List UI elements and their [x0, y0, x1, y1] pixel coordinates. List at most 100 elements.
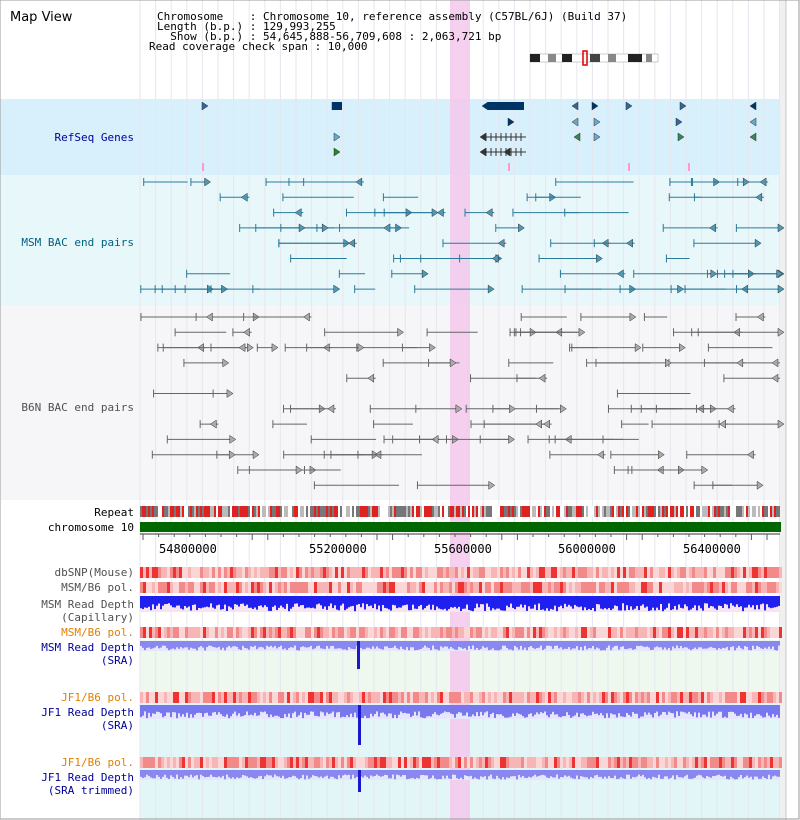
jf1-pol-cell [242, 692, 245, 703]
jf1-pol2-cell [779, 757, 782, 768]
msm-cap-depth-bar [636, 596, 638, 607]
msm-cap-depth-bar [526, 596, 528, 611]
jf1-pol2-cell [392, 757, 395, 768]
b6n-bac-arrow [777, 419, 785, 429]
jf1-trim-depth-bar [438, 770, 440, 779]
jf1-sra-depth-bar [452, 705, 454, 715]
msm-sra-depth-bar [288, 641, 290, 649]
track-label-jf1-depth-sra[interactable]: JF1 Read Depth [41, 706, 134, 719]
msm-pol-cell [494, 582, 497, 593]
msm-cap-depth-bar [488, 596, 490, 607]
jf1-sra-depth-bar [692, 705, 694, 717]
dbsnp-cell [362, 567, 365, 578]
track-label-jf1-b6-pol[interactable]: JF1/B6 pol. [61, 691, 134, 704]
msm-cap-depth-bar [298, 596, 300, 607]
track-label-jf1-depth-trimmed[interactable]: JF1 Read Depth [41, 771, 134, 784]
msm-sra-depth-bar [674, 641, 676, 649]
msm-sra-depth-bar [574, 641, 576, 649]
repeat-segment [282, 506, 284, 517]
msm-sra-depth-bar [670, 641, 672, 651]
track-label-repeat[interactable]: Repeat [94, 506, 134, 519]
repeat-segment [388, 506, 390, 517]
msm-cap-depth-bar [654, 596, 656, 611]
repeat-segment [612, 506, 614, 517]
repeat-segment [146, 506, 148, 517]
repeat-segment [256, 506, 258, 517]
msm-pol-cell [437, 582, 440, 593]
msm-sra-depth-bar [548, 641, 550, 646]
track-label-msm-depth-sra[interactable]: MSM Read Depth [41, 641, 134, 654]
jf1-trim-depth-bar [546, 770, 548, 778]
repeat-segment [474, 506, 476, 517]
msm-pol2-cell [299, 627, 302, 638]
msm-sra-depth-bar [262, 641, 264, 648]
jf1-trim-depth-bar [748, 770, 750, 778]
msm-sra-depth-bar [290, 641, 292, 648]
jf1-pol2-cell [254, 757, 257, 768]
repeat-segment [742, 506, 744, 517]
jf1-pol2-cell [608, 757, 611, 768]
msm-pol2-cell [404, 627, 407, 638]
msm-pol-cell [344, 582, 347, 593]
jf1-sra-depth-bar [198, 705, 200, 713]
msm-cap-depth-bar [240, 596, 242, 604]
jf1-sra-depth-bar [514, 705, 516, 716]
msm-cap-depth-bar [610, 596, 612, 611]
msm-sra-depth-bar [578, 641, 580, 650]
track-label-msm-b6-pol[interactable]: MSM/B6 pol. [61, 581, 134, 594]
jf1-pol-cell [443, 692, 446, 703]
msm-bac-arrow [294, 208, 302, 218]
msm-pol2-cell [443, 627, 446, 638]
repeat-segment [462, 506, 464, 517]
track-label-b6n-bac[interactable]: B6N BAC end pairs [21, 401, 134, 414]
msm-cap-depth-bar [710, 596, 712, 607]
msm-cap-depth-bar [390, 596, 392, 611]
jf1-pol-cell [440, 692, 443, 703]
msm-pol2-cell [731, 627, 734, 638]
repeat-segment [562, 506, 564, 517]
jf1-sra-depth-bar [778, 705, 780, 718]
repeat-segment [142, 506, 144, 517]
msm-cap-depth-bar [290, 596, 292, 609]
jf1-trim-depth-bar [572, 770, 574, 779]
msm-sra-depth-bar [776, 641, 778, 651]
msm-cap-depth-bar [510, 596, 512, 604]
jf1-pol-cell [272, 692, 275, 703]
msm-sra-depth-bar [202, 641, 204, 648]
msm-pol-cell [773, 582, 776, 593]
msm-cap-depth-bar [210, 596, 212, 604]
msm-bac-arrow [742, 177, 750, 187]
msm-pol2-cell [761, 627, 764, 638]
jf1-pol-cell [677, 692, 680, 703]
jf1-pol2-cell [578, 757, 581, 768]
jf1-trim-depth-bar [494, 770, 496, 779]
track-label-jf1-b6-pol-2[interactable]: JF1/B6 pol. [61, 756, 134, 769]
track-label-msm-b6-pol-2[interactable]: MSM/B6 pol. [61, 626, 134, 639]
track-label-dbsnp[interactable]: dbSNP(Mouse) [54, 566, 134, 579]
repeat-segment [208, 506, 210, 517]
right-edge [780, 0, 786, 820]
jf1-sra-depth-bar [454, 705, 456, 718]
msm-pol-cell [359, 582, 362, 593]
msm-pol2-cell [254, 627, 257, 638]
b6n-bac-arrow [295, 465, 303, 475]
msm-pol2-cell [512, 627, 515, 638]
msm-sra-depth-bar [142, 641, 144, 648]
jf1-trim-depth-bar [258, 770, 260, 777]
jf1-pol2-cell [344, 757, 347, 768]
jf1-sra-depth-bar [432, 705, 434, 714]
jf1-pol-cell [569, 692, 572, 703]
jf1-sra-depth-bar [284, 705, 286, 715]
track-label-msm-bac[interactable]: MSM BAC end pairs [21, 236, 134, 249]
jf1-pol2-cell [164, 757, 167, 768]
track-label-msm-depth-capillary[interactable]: MSM Read Depth [41, 598, 134, 611]
jf1-pol-cell [554, 692, 557, 703]
b6n-bac-arrow [777, 327, 785, 337]
msm-cap-depth-bar [658, 596, 660, 610]
track-label-refseq[interactable]: RefSeq Genes [54, 131, 134, 144]
jf1-pol-cell [275, 692, 278, 703]
dbsnp-cell [257, 567, 260, 578]
msm-sra-depth-bar [506, 641, 508, 648]
b6n-bac-arrow [303, 312, 310, 322]
